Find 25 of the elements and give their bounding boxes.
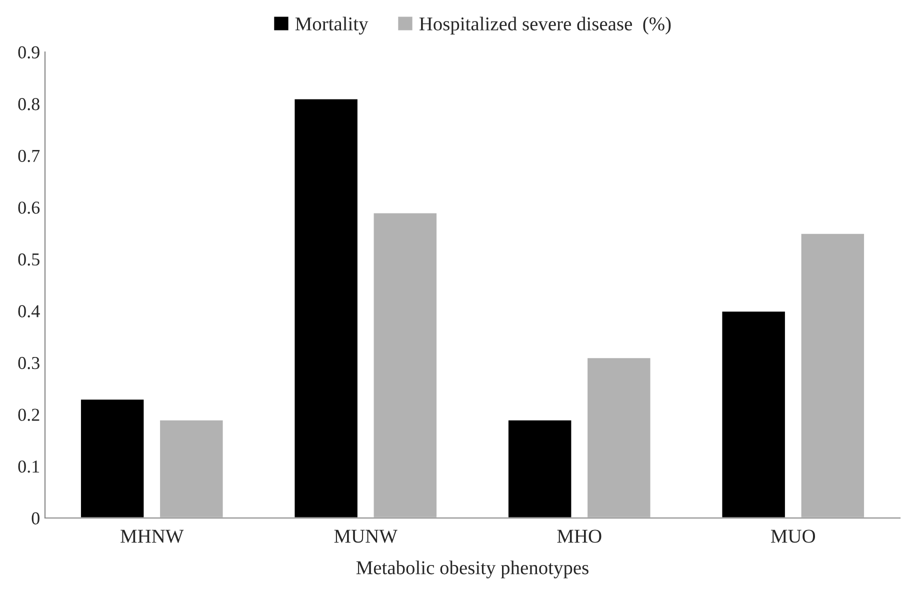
y-tick-label: 0.7	[18, 150, 40, 162]
y-tick-label: 0.6	[18, 202, 40, 214]
bar	[507, 418, 573, 518]
x-axis-title: Metabolic obesity phenotypes	[356, 560, 588, 578]
bar	[80, 398, 146, 518]
y-tick-label: 0.3	[18, 356, 40, 370]
y-tick-label: 0	[32, 512, 40, 524]
bar	[158, 418, 224, 518]
bar	[720, 310, 786, 518]
y-tick-label: 0.5	[18, 253, 40, 266]
x-tick-label: MUO	[770, 530, 816, 543]
x-tick-label: MUNW	[334, 530, 398, 543]
legend-label: Mortality	[295, 16, 368, 34]
y-tick-label: 0.2	[18, 408, 40, 421]
y-tick-label: 0.1	[18, 460, 40, 473]
bar	[586, 356, 652, 518]
y-tick-label: 0.8	[18, 98, 40, 110]
x-tick-label: MHNW	[120, 530, 184, 543]
bar	[293, 98, 359, 518]
bar	[372, 212, 438, 518]
y-tick-label: 0.4	[18, 305, 40, 318]
bar	[800, 232, 866, 518]
y-tick-label: 0.9	[18, 46, 40, 59]
x-tick-label: MHO	[557, 530, 602, 543]
legend-label: Hospitalized severe disease (%)	[419, 16, 671, 34]
